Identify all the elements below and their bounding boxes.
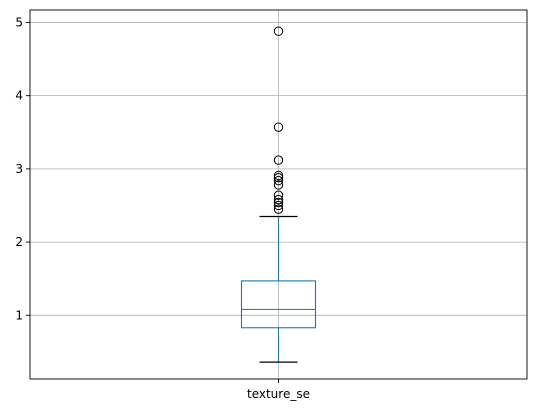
grid-lines (30, 10, 527, 379)
iqr-box (240, 280, 317, 329)
outlier-point (273, 172, 284, 183)
outlier-point (273, 155, 284, 165)
y-tick-label: 4 (15, 89, 23, 103)
y-tick-label: 1 (15, 308, 23, 322)
outlier-point (273, 197, 284, 208)
outlier-point (273, 204, 284, 214)
x-tick-label: texture_se (247, 387, 310, 401)
axes: 1 2 3 4 5 texture_se (15, 9, 528, 401)
outlier-point (273, 180, 284, 190)
box-layer (240, 26, 317, 363)
outlier-point (273, 122, 284, 132)
y-tick-label: 2 (15, 235, 23, 249)
outlier-point (273, 190, 284, 200)
outlier-point (273, 175, 284, 186)
outlier-point (273, 26, 284, 36)
outlier-point (273, 200, 284, 211)
y-tick-label: 5 (15, 15, 23, 29)
y-tick-label: 3 (15, 162, 23, 176)
outlier-point (273, 194, 284, 205)
outlier-point (273, 170, 284, 181)
